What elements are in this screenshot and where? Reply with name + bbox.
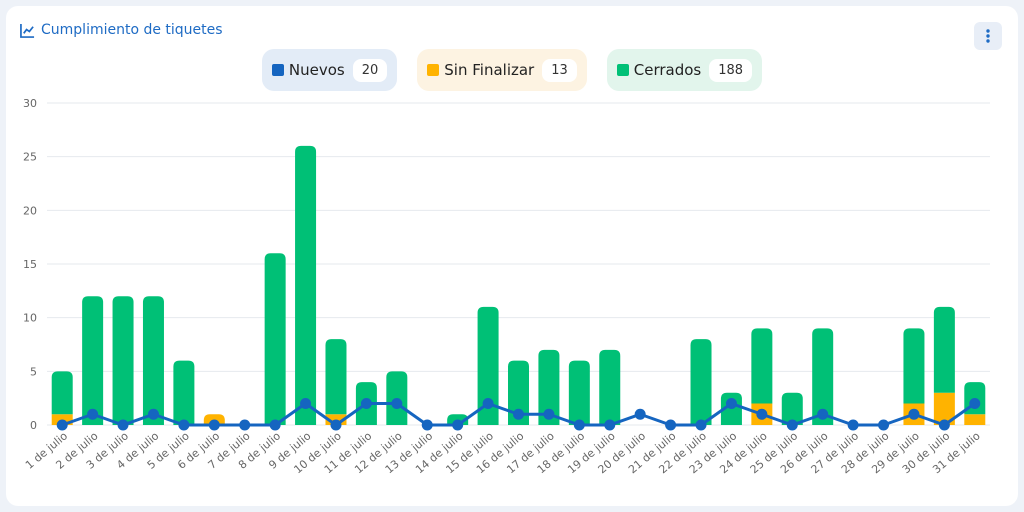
point-nuevos <box>573 419 585 431</box>
kebab-menu-icon <box>986 29 990 43</box>
bar-cerrados <box>51 371 73 415</box>
bar-cerrados <box>599 349 621 425</box>
legend-item-sin-finalizar[interactable]: Sin Finalizar 13 <box>417 49 587 91</box>
bar-cerrados <box>933 306 955 393</box>
point-nuevos <box>878 419 890 431</box>
legend-swatch <box>616 64 629 76</box>
y-tick-label: 10 <box>23 312 37 325</box>
bar-cerrados <box>812 328 834 425</box>
chart-menu-button[interactable] <box>974 22 1002 50</box>
point-nuevos <box>786 419 798 431</box>
legend: Nuevos 20 Sin Finalizar 13 Cerrados 188 <box>6 49 1018 91</box>
y-tick-label: 30 <box>23 97 37 110</box>
point-nuevos <box>817 408 829 420</box>
point-nuevos <box>482 398 494 410</box>
point-nuevos <box>239 419 251 431</box>
bar-cerrados <box>112 296 134 425</box>
bar-cerrados <box>508 360 529 425</box>
legend-count: 13 <box>542 58 577 82</box>
bar-cerrados <box>264 253 286 425</box>
chart-line-icon <box>20 23 35 38</box>
y-tick-label: 20 <box>23 204 37 217</box>
bar-cerrados <box>173 360 195 425</box>
bar-cerrados <box>690 339 712 425</box>
bar-cerrados <box>82 296 104 425</box>
bar-cerrados <box>295 145 317 425</box>
point-nuevos <box>847 419 859 431</box>
legend-count: 188 <box>709 58 753 82</box>
point-nuevos <box>604 419 616 431</box>
point-nuevos <box>543 408 555 420</box>
bar-cerrados <box>325 339 347 415</box>
bar-sin-finalizar <box>964 414 986 425</box>
point-nuevos <box>56 419 68 431</box>
bar-cerrados <box>751 328 773 404</box>
point-nuevos <box>695 419 707 431</box>
bar-cerrados <box>903 328 925 404</box>
point-nuevos <box>969 398 981 410</box>
bar-cerrados <box>781 392 803 425</box>
point-nuevos <box>725 398 737 410</box>
bar-cerrados <box>568 360 590 425</box>
point-nuevos <box>391 398 403 410</box>
point-nuevos <box>300 398 312 410</box>
point-nuevos <box>665 419 677 431</box>
legend-label: Nuevos <box>288 61 345 79</box>
legend-item-nuevos[interactable]: Nuevos 20 <box>261 49 398 91</box>
point-nuevos <box>634 408 646 420</box>
y-tick-label: 25 <box>23 151 37 164</box>
point-nuevos <box>360 398 372 410</box>
legend-label: Cerrados <box>633 61 702 79</box>
point-nuevos <box>117 419 129 431</box>
point-nuevos <box>208 419 220 431</box>
point-nuevos <box>756 408 768 420</box>
point-nuevos <box>421 419 433 431</box>
bar-cerrados <box>142 296 164 425</box>
chart-title-text: Cumplimiento de tiquetes <box>41 22 223 38</box>
bar-sin-finalizar <box>933 392 955 425</box>
legend-item-cerrados[interactable]: Cerrados 188 <box>606 49 763 91</box>
chart-title: Cumplimiento de tiquetes <box>20 22 223 38</box>
legend-count: 20 <box>352 58 388 82</box>
bar-cerrados <box>477 306 499 425</box>
point-nuevos <box>178 419 190 431</box>
point-nuevos <box>87 408 99 420</box>
point-nuevos <box>269 419 281 431</box>
y-tick-label: 15 <box>23 258 37 271</box>
point-nuevos <box>513 408 524 420</box>
y-tick-label: 5 <box>30 365 37 378</box>
legend-label: Sin Finalizar <box>444 61 535 79</box>
point-nuevos <box>147 408 159 420</box>
point-nuevos <box>908 408 920 420</box>
point-nuevos <box>938 419 950 431</box>
bar-cerrados <box>538 349 560 425</box>
legend-swatch <box>271 64 284 76</box>
point-nuevos <box>330 419 342 431</box>
point-nuevos <box>452 419 464 431</box>
y-tick-label: 0 <box>30 419 37 432</box>
legend-swatch <box>427 64 440 76</box>
